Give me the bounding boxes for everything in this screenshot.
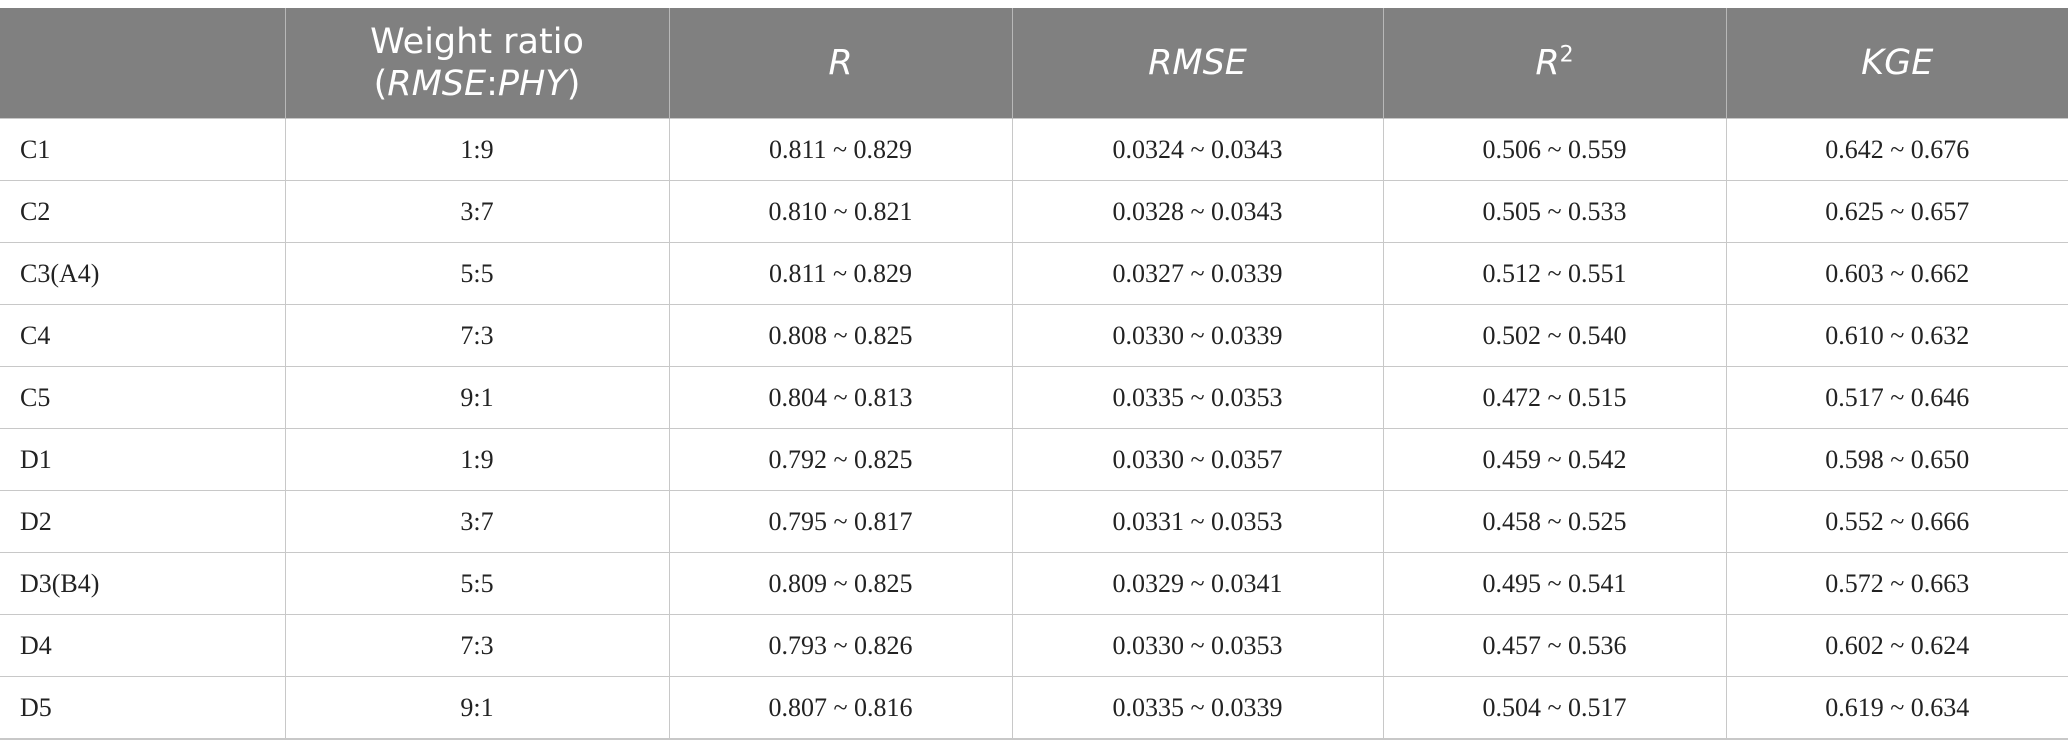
row-label-cell: C2	[0, 180, 286, 243]
r2-cell: 0.457 ~ 0.536	[1382, 614, 1727, 677]
rmse-cell: 0.0330 ~ 0.0357	[1011, 428, 1384, 491]
r-cell: 0.795 ~ 0.817	[668, 490, 1013, 553]
results-table: Weight ratio (RMSE:PHY) R RMSE R2 KGE C1…	[0, 8, 2068, 740]
header-cell-weight-ratio: Weight ratio (RMSE:PHY)	[284, 8, 670, 119]
header-r-label: R	[828, 43, 853, 83]
r-cell: 0.810 ~ 0.821	[668, 180, 1013, 243]
weight-ratio-cell: 9:1	[284, 366, 670, 429]
weight-ratio-cell: 1:9	[284, 118, 670, 181]
r-cell: 0.793 ~ 0.826	[668, 614, 1013, 677]
r2-cell: 0.458 ~ 0.525	[1382, 490, 1727, 553]
table-row: C4 7:3 0.808 ~ 0.825 0.0330 ~ 0.0339 0.5…	[0, 304, 2068, 367]
table-row: D2 3:7 0.795 ~ 0.817 0.0331 ~ 0.0353 0.4…	[0, 490, 2068, 553]
r-cell: 0.808 ~ 0.825	[668, 304, 1013, 367]
rmse-cell: 0.0328 ~ 0.0343	[1011, 180, 1384, 243]
header-weight-ratio-rmse: RMSE	[387, 64, 487, 104]
rmse-cell: 0.0331 ~ 0.0353	[1011, 490, 1384, 553]
weight-ratio-cell: 7:3	[284, 304, 670, 367]
weight-ratio-cell: 5:5	[284, 242, 670, 305]
kge-cell: 0.598 ~ 0.650	[1725, 428, 2068, 491]
table-row: D5 9:1 0.807 ~ 0.816 0.0335 ~ 0.0339 0.5…	[0, 676, 2068, 740]
r-cell: 0.804 ~ 0.813	[668, 366, 1013, 429]
row-label-cell: D3(B4)	[0, 552, 286, 615]
r2-cell: 0.495 ~ 0.541	[1382, 552, 1727, 615]
row-label-cell: D2	[0, 490, 286, 553]
r2-cell: 0.459 ~ 0.542	[1382, 428, 1727, 491]
row-label-cell: C4	[0, 304, 286, 367]
header-weight-ratio-line1: Weight ratio	[370, 22, 584, 62]
kge-cell: 0.610 ~ 0.632	[1725, 304, 2068, 367]
table-row: D1 1:9 0.792 ~ 0.825 0.0330 ~ 0.0357 0.4…	[0, 428, 2068, 491]
header-cell-row-label	[0, 8, 286, 119]
r-cell: 0.792 ~ 0.825	[668, 428, 1013, 491]
table-body: C1 1:9 0.811 ~ 0.829 0.0324 ~ 0.0343 0.5…	[0, 118, 2068, 740]
r2-cell: 0.504 ~ 0.517	[1382, 676, 1727, 740]
header-r2-superscript: 2	[1559, 42, 1574, 68]
header-weight-ratio-paren-open: (	[373, 64, 388, 104]
r2-cell: 0.472 ~ 0.515	[1382, 366, 1727, 429]
table-row: C2 3:7 0.810 ~ 0.821 0.0328 ~ 0.0343 0.5…	[0, 180, 2068, 243]
r2-cell: 0.502 ~ 0.540	[1382, 304, 1727, 367]
r-cell: 0.811 ~ 0.829	[668, 242, 1013, 305]
row-label-cell: D5	[0, 676, 286, 740]
rmse-cell: 0.0327 ~ 0.0339	[1011, 242, 1384, 305]
header-weight-ratio-paren-close: )	[566, 64, 581, 104]
kge-cell: 0.603 ~ 0.662	[1725, 242, 2068, 305]
r-cell: 0.811 ~ 0.829	[668, 118, 1013, 181]
header-kge-label: KGE	[1861, 43, 1934, 83]
rmse-cell: 0.0330 ~ 0.0339	[1011, 304, 1384, 367]
table-row: C1 1:9 0.811 ~ 0.829 0.0324 ~ 0.0343 0.5…	[0, 118, 2068, 181]
rmse-cell: 0.0335 ~ 0.0339	[1011, 676, 1384, 740]
table-header: Weight ratio (RMSE:PHY) R RMSE R2 KGE	[0, 8, 2068, 119]
row-label-cell: C5	[0, 366, 286, 429]
r2-cell: 0.506 ~ 0.559	[1382, 118, 1727, 181]
weight-ratio-cell: 1:9	[284, 428, 670, 491]
header-cell-rmse: RMSE	[1011, 8, 1384, 119]
kge-cell: 0.619 ~ 0.634	[1725, 676, 2068, 740]
header-cell-kge: KGE	[1725, 8, 2068, 119]
weight-ratio-cell: 9:1	[284, 676, 670, 740]
r-cell: 0.809 ~ 0.825	[668, 552, 1013, 615]
header-cell-r: R	[668, 8, 1013, 119]
weight-ratio-cell: 3:7	[284, 180, 670, 243]
r-cell: 0.807 ~ 0.816	[668, 676, 1013, 740]
row-label-cell: D1	[0, 428, 286, 491]
table-row: C3(A4) 5:5 0.811 ~ 0.829 0.0327 ~ 0.0339…	[0, 242, 2068, 305]
table-row: C5 9:1 0.804 ~ 0.813 0.0335 ~ 0.0353 0.4…	[0, 366, 2068, 429]
kge-cell: 0.642 ~ 0.676	[1725, 118, 2068, 181]
row-label-cell: C1	[0, 118, 286, 181]
kge-cell: 0.602 ~ 0.624	[1725, 614, 2068, 677]
weight-ratio-cell: 3:7	[284, 490, 670, 553]
kge-cell: 0.625 ~ 0.657	[1725, 180, 2068, 243]
header-cell-r2: R2	[1382, 8, 1727, 119]
r2-cell: 0.505 ~ 0.533	[1382, 180, 1727, 243]
weight-ratio-cell: 7:3	[284, 614, 670, 677]
header-row: Weight ratio (RMSE:PHY) R RMSE R2 KGE	[0, 8, 2068, 119]
rmse-cell: 0.0330 ~ 0.0353	[1011, 614, 1384, 677]
header-r2-label: R	[1535, 43, 1560, 83]
kge-cell: 0.572 ~ 0.663	[1725, 552, 2068, 615]
header-rmse-label: RMSE	[1148, 43, 1247, 83]
kge-cell: 0.517 ~ 0.646	[1725, 366, 2068, 429]
rmse-cell: 0.0329 ~ 0.0341	[1011, 552, 1384, 615]
row-label-cell: D4	[0, 614, 286, 677]
header-weight-ratio-sep: :	[486, 64, 498, 104]
rmse-cell: 0.0335 ~ 0.0353	[1011, 366, 1384, 429]
row-label-cell: C3(A4)	[0, 242, 286, 305]
table-row: D4 7:3 0.793 ~ 0.826 0.0330 ~ 0.0353 0.4…	[0, 614, 2068, 677]
table-row: D3(B4) 5:5 0.809 ~ 0.825 0.0329 ~ 0.0341…	[0, 552, 2068, 615]
kge-cell: 0.552 ~ 0.666	[1725, 490, 2068, 553]
header-weight-ratio-phy: PHY	[497, 64, 567, 104]
rmse-cell: 0.0324 ~ 0.0343	[1011, 118, 1384, 181]
weight-ratio-cell: 5:5	[284, 552, 670, 615]
r2-cell: 0.512 ~ 0.551	[1382, 242, 1727, 305]
results-table-container: Weight ratio (RMSE:PHY) R RMSE R2 KGE C1…	[0, 8, 2068, 740]
